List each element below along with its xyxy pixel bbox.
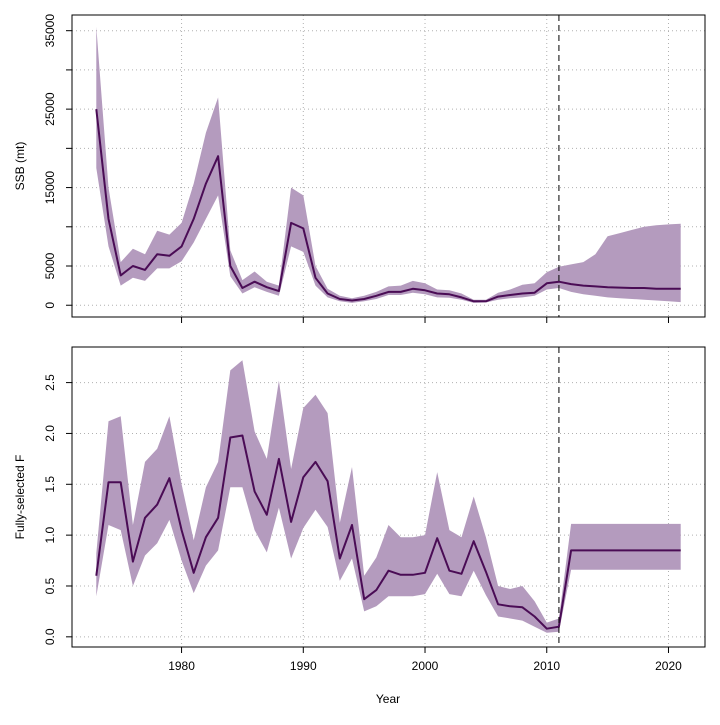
ssb-grid [72,15,705,317]
x-tick-label: 1990 [290,659,317,673]
ssb-median-line [95,108,681,303]
f-y-tick-label: 1.5 [43,476,57,493]
f-y-tick-label: 2.0 [43,425,57,442]
ssb-y-axis-label: SSB (mt) [13,142,27,191]
f-y-axis-label: Fully-selected F [13,455,27,540]
ssb-y-tick-label: 35000 [43,14,57,48]
x-tick-label: 2020 [655,659,682,673]
f-y-tick-label: 2.5 [43,374,57,391]
ssb-plot-frame [71,14,706,318]
f-y-axis: 0.0 0.5 1.0 1.5 2.0 2.5 [43,374,72,645]
x-axis-title: Year [376,692,400,706]
x-tick-label: 2010 [533,659,560,673]
ssb-y-tick-label: 15000 [43,171,57,205]
f-panel: 0.00.51.01.52.02.5 1980 1990 2000 2010 2020 … [13,346,706,673]
ssb-y-axis: 0 5000 15000 25000 35000 [43,14,72,309]
ssb-y-tick-label: 5000 [43,252,57,279]
f-x-axis: 1980 1990 2000 2010 2020 [168,647,682,673]
f-plot-frame [71,346,706,648]
ssb-x-axis [181,317,669,323]
x-tick-label: 2000 [412,659,439,673]
f-confidence-band [96,360,681,633]
f-y-tick-label: 1.0 [43,526,57,543]
ssb-panel: 0 5000 15000 25000 35000 SSB (mt) [13,14,706,323]
f-y-tick-label: 0.0 [43,628,57,645]
f-y-tick-label: 0.5 [43,577,57,594]
x-tick-label: 1980 [168,659,195,673]
ssb-y-tick-label: 25000 [43,92,57,126]
f-median-line [95,434,681,630]
ssb-y-tick-label: 0 [43,302,57,309]
